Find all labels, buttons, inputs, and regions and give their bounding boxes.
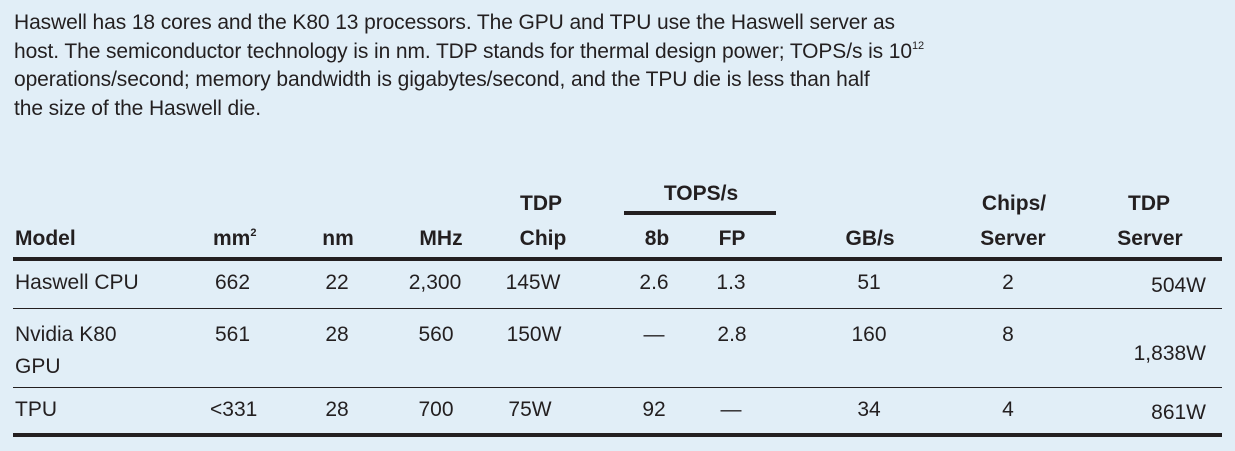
row-divider (13, 308, 1222, 309)
cell-mm2: 662 (215, 271, 251, 294)
cell-tdp-chip: 75W (508, 398, 552, 421)
header-gbs: GB/s (845, 227, 895, 250)
cell-tdp-chip: 150W (506, 323, 562, 346)
caption-line: host. The semiconductor technology is in… (14, 38, 1214, 67)
header-chips-top: Chips/ (981, 192, 1047, 215)
superscript-2: 2 (250, 227, 257, 239)
header-mm2: mm2 (213, 227, 257, 250)
cell-nm: 28 (325, 398, 349, 421)
cell-tops-fp: 1.3 (716, 271, 746, 294)
caption-line: Haswell has 18 cores and the K80 13 proc… (14, 11, 895, 34)
cell-chips: 4 (1002, 398, 1014, 421)
tops-group-rule (624, 211, 776, 215)
cell-nm: 22 (325, 271, 349, 294)
header-tdp-chip-bottom: Chip (519, 227, 567, 250)
cell-chips: 2 (1002, 271, 1014, 294)
cell-nm: 28 (325, 323, 349, 346)
header-chips-bottom: Server (980, 227, 1046, 250)
cell-mhz: 700 (418, 398, 454, 421)
cell-model: TPU (15, 398, 57, 421)
cell-tops-fp: — (720, 398, 742, 421)
header-tops-group: TOPS/s (663, 182, 739, 205)
cell-tdp-server: 861W (1151, 401, 1206, 424)
header-model: Model (15, 227, 76, 250)
header-tops-fp: FP (718, 227, 746, 250)
header-tdp-chip-top: TDP (520, 192, 562, 215)
header-rule (13, 257, 1222, 261)
cell-model: Nvidia K80 (15, 323, 117, 346)
cell-tops-8b: 2.6 (639, 271, 669, 294)
caption-line: operations/second; memory bandwidth is g… (14, 68, 870, 91)
cell-tdp-chip: 145W (505, 271, 561, 294)
header-tops-8b: 8b (644, 227, 670, 250)
header-tdp-server-bottom: Server (1117, 227, 1183, 250)
cell-mhz: 2,300 (408, 271, 462, 294)
cell-tops-8b: 92 (642, 398, 666, 421)
cell-tops-fp: 2.8 (717, 323, 747, 346)
cell-gbs: 51 (857, 271, 881, 294)
table-caption: Haswell has 18 cores and the K80 13 proc… (14, 9, 1214, 123)
cell-gbs: 160 (851, 323, 887, 346)
cell-gbs: 34 (857, 398, 881, 421)
header-tdp-server-top: TDP (1128, 192, 1170, 215)
cell-mm2: <331 (210, 398, 258, 421)
caption-line-text: host. The semiconductor technology is in… (14, 39, 912, 63)
row-divider (13, 387, 1222, 388)
cell-tdp-server: 504W (1151, 274, 1206, 297)
header-nm: nm (322, 227, 354, 250)
cell-chips: 8 (1002, 323, 1014, 346)
cell-tdp-server: 1,838W (1133, 342, 1206, 365)
cell-model-line2: GPU (15, 355, 61, 378)
cell-tops-8b: — (643, 323, 665, 346)
caption-line: the size of the Haswell die. (14, 96, 261, 120)
table-bottom-rule (13, 433, 1222, 437)
cell-mhz: 560 (418, 323, 454, 346)
header-mhz: MHz (419, 227, 463, 250)
cell-mm2: 561 (215, 323, 251, 346)
cell-model: Haswell CPU (15, 271, 139, 294)
superscript-exponent: 12 (911, 39, 924, 52)
